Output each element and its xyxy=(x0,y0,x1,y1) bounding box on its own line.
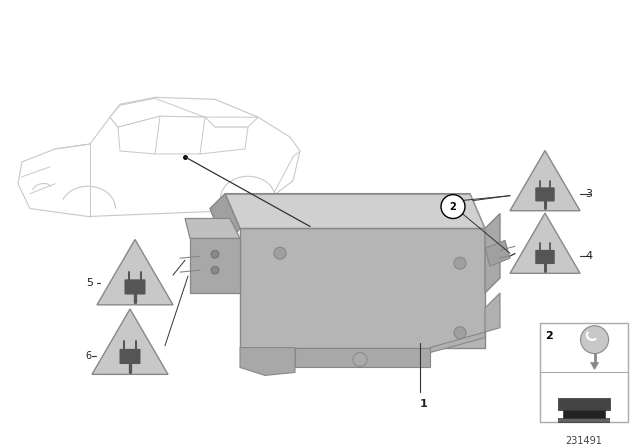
Text: 5: 5 xyxy=(86,278,93,288)
Circle shape xyxy=(580,326,609,353)
Text: 2: 2 xyxy=(545,331,553,341)
Polygon shape xyxy=(240,228,485,348)
Circle shape xyxy=(274,247,286,259)
Polygon shape xyxy=(97,240,173,305)
Polygon shape xyxy=(225,194,485,228)
FancyBboxPatch shape xyxy=(535,250,555,264)
Polygon shape xyxy=(118,116,248,154)
Circle shape xyxy=(454,327,466,339)
Polygon shape xyxy=(485,214,500,293)
Polygon shape xyxy=(510,151,580,211)
Text: 2: 2 xyxy=(450,202,456,211)
Polygon shape xyxy=(210,194,240,246)
Polygon shape xyxy=(558,398,610,410)
Polygon shape xyxy=(205,117,258,127)
Text: 3: 3 xyxy=(585,189,592,198)
Polygon shape xyxy=(92,309,168,375)
Circle shape xyxy=(454,257,466,269)
Polygon shape xyxy=(558,418,610,423)
Text: 1: 1 xyxy=(420,399,428,409)
Polygon shape xyxy=(510,213,580,273)
Bar xyxy=(540,323,628,422)
Polygon shape xyxy=(18,99,300,216)
FancyBboxPatch shape xyxy=(125,279,145,294)
Circle shape xyxy=(211,266,219,274)
Polygon shape xyxy=(295,348,430,367)
Polygon shape xyxy=(240,348,295,375)
Polygon shape xyxy=(110,98,205,127)
Text: 4: 4 xyxy=(585,251,592,261)
Polygon shape xyxy=(185,219,240,238)
Text: 6: 6 xyxy=(85,350,91,361)
Polygon shape xyxy=(190,238,240,293)
FancyBboxPatch shape xyxy=(535,187,555,202)
Circle shape xyxy=(353,353,367,366)
Polygon shape xyxy=(563,410,605,418)
Polygon shape xyxy=(591,362,598,370)
Polygon shape xyxy=(110,97,258,127)
FancyBboxPatch shape xyxy=(120,349,141,364)
Polygon shape xyxy=(485,240,510,266)
Circle shape xyxy=(441,195,465,219)
Circle shape xyxy=(211,250,219,258)
Text: 231491: 231491 xyxy=(566,436,602,446)
Polygon shape xyxy=(430,293,500,353)
